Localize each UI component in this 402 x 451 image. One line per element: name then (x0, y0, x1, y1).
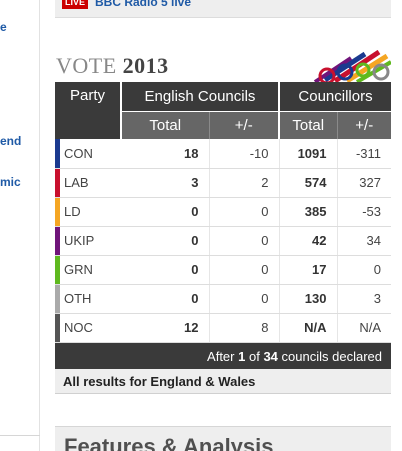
party-color-bar (55, 313, 60, 342)
party-color-bar (55, 197, 60, 226)
features-title: Features & Analysis (64, 434, 274, 451)
councils-change: 0 (208, 284, 279, 314)
vote-title-year: 2013 (122, 53, 169, 78)
councils-total: 0 (121, 197, 209, 227)
party-cell: OTH (55, 284, 121, 314)
party-color-bar (55, 226, 60, 255)
footer-of: of (248, 348, 260, 364)
councillors-change-header: +/- (336, 111, 391, 139)
table-row: UKIP 0 0 42 34 (55, 226, 391, 256)
vote-header: VOTE 2013 (55, 50, 391, 82)
party-color-bar (55, 139, 60, 168)
rosette-graphic-icon (295, 50, 391, 82)
councils-change: 2 (208, 168, 279, 198)
table-row: LAB 3 2 574 327 (55, 168, 391, 198)
councillors-change: -311 (336, 139, 391, 169)
councils-total-header: Total (120, 111, 209, 139)
councillors-change: 0 (336, 255, 391, 285)
footer-suffix: councils declared (281, 348, 382, 364)
councillors-change: 3 (336, 284, 391, 314)
councillors-total: 130 (278, 284, 337, 314)
left-link-3[interactable]: mic (0, 175, 21, 189)
councils-change: 8 (208, 313, 279, 343)
councillors-total: 42 (278, 226, 337, 256)
party-cell: CON (55, 139, 121, 169)
party-name: CON (64, 145, 93, 161)
councils-total: 18 (121, 139, 209, 169)
party-cell: NOC (55, 313, 121, 343)
councillors-total: N/A (278, 313, 337, 343)
councils-change: -10 (208, 139, 279, 169)
left-link-1[interactable]: e (0, 20, 7, 34)
features-analysis-header: Features & Analysis (55, 426, 391, 451)
councils-total: 0 (121, 284, 209, 314)
party-name: LAB (64, 175, 89, 190)
party-color-bar (55, 168, 60, 197)
councillors-change: 327 (336, 168, 391, 198)
councils-change: 0 (208, 226, 279, 256)
all-results-link[interactable]: All results for England & Wales (63, 374, 256, 389)
party-cell: GRN (55, 255, 121, 285)
councillors-change: N/A (336, 313, 391, 343)
table-row: NOC 12 8 N/A N/A (55, 313, 391, 343)
councillors-change: -53 (336, 197, 391, 227)
councils-change: 0 (208, 255, 279, 285)
party-cell: UKIP (55, 226, 121, 256)
results-table: Party English Councils Councillors Total… (55, 82, 391, 369)
councils-total: 3 (121, 168, 209, 198)
party-cell: LAB (55, 168, 121, 198)
councillors-header: Councillors (278, 82, 391, 112)
left-divider (0, 435, 40, 436)
footer-declared-count: 1 (238, 348, 246, 364)
party-color-bar (55, 255, 60, 284)
councils-change: 0 (208, 197, 279, 227)
declared-footer: After 1 of 34 councils declared (55, 343, 391, 369)
councils-change-header: +/- (208, 111, 279, 139)
party-name: OTH (64, 291, 92, 306)
footer-prefix: After (207, 348, 235, 364)
councillors-total: 1091 (278, 139, 337, 169)
left-column: e end mic (0, 0, 40, 451)
table-row: LD 0 0 385 -53 (55, 197, 391, 227)
table-row: CON 18 -10 1091 -311 (55, 139, 391, 169)
councillors-total: 574 (278, 168, 337, 198)
party-name: UKIP (64, 233, 95, 248)
party-header: Party (69, 87, 105, 104)
councillors-total: 17 (278, 255, 337, 285)
party-color-bar (55, 284, 60, 313)
councillors-total: 385 (278, 197, 337, 227)
councils-total: 0 (121, 226, 209, 256)
all-results-bar[interactable]: All results for England & Wales (55, 369, 391, 394)
live-link[interactable]: BBC Radio 5 live (95, 0, 192, 9)
councillors-total-header: Total (278, 111, 337, 139)
councils-total: 0 (121, 255, 209, 285)
table-row: GRN 0 0 17 0 (55, 255, 391, 285)
table-row: OTH 0 0 130 3 (55, 284, 391, 314)
english-councils-header: English Councils (120, 82, 279, 112)
left-link-2[interactable]: end (0, 134, 22, 148)
party-name: NOC (64, 320, 93, 335)
vote-title-prefix: VOTE (56, 53, 117, 78)
footer-total-count: 34 (263, 348, 278, 364)
live-badge: LIVE (62, 0, 89, 9)
party-name: GRN (64, 262, 93, 277)
live-strip[interactable]: LIVE BBC Radio 5 live (55, 0, 391, 18)
party-name: LD (64, 204, 81, 219)
councillors-change: 34 (336, 226, 391, 256)
party-cell: LD (55, 197, 121, 227)
vote-title: VOTE 2013 (56, 53, 169, 79)
councils-total: 12 (121, 313, 209, 343)
